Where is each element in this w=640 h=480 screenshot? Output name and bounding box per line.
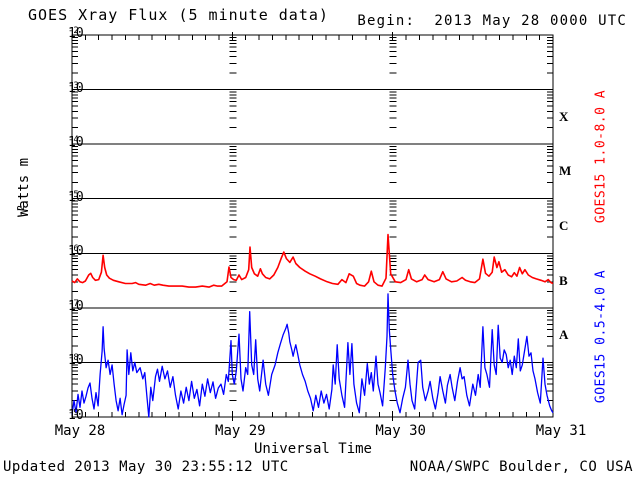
flare-class-label-a: A <box>559 327 569 343</box>
flare-class-label-m: M <box>559 163 572 179</box>
y-axis-title-exponent: -2 <box>16 204 27 217</box>
updated-timestamp: Updated 2013 May 30 23:55:12 UTC <box>3 459 289 475</box>
x-axis-title: Universal Time <box>253 441 372 457</box>
long-channel-curve <box>71 233 554 288</box>
flare-class-label-x: X <box>559 108 569 124</box>
x-tick-label: May 29 <box>215 423 266 439</box>
begin-time-label: Begin: 2013 May 28 0000 UTC <box>357 13 627 29</box>
credit-label: NOAA/SWPC Boulder, CO USA <box>409 459 633 475</box>
x-tick-label: May 30 <box>375 423 426 439</box>
chart-title: GOES Xray Flux (5 minute data) <box>28 6 329 24</box>
flare-class-label-c: C <box>559 218 569 233</box>
x-tick-label: May 28 <box>54 423 106 439</box>
x-tick-label: May 31 <box>535 423 587 439</box>
series-label-short-channel: GOES15 0.5-4.0 A <box>593 269 609 404</box>
short-channel-curve <box>71 293 554 418</box>
flare-class-label-b: B <box>559 272 568 288</box>
